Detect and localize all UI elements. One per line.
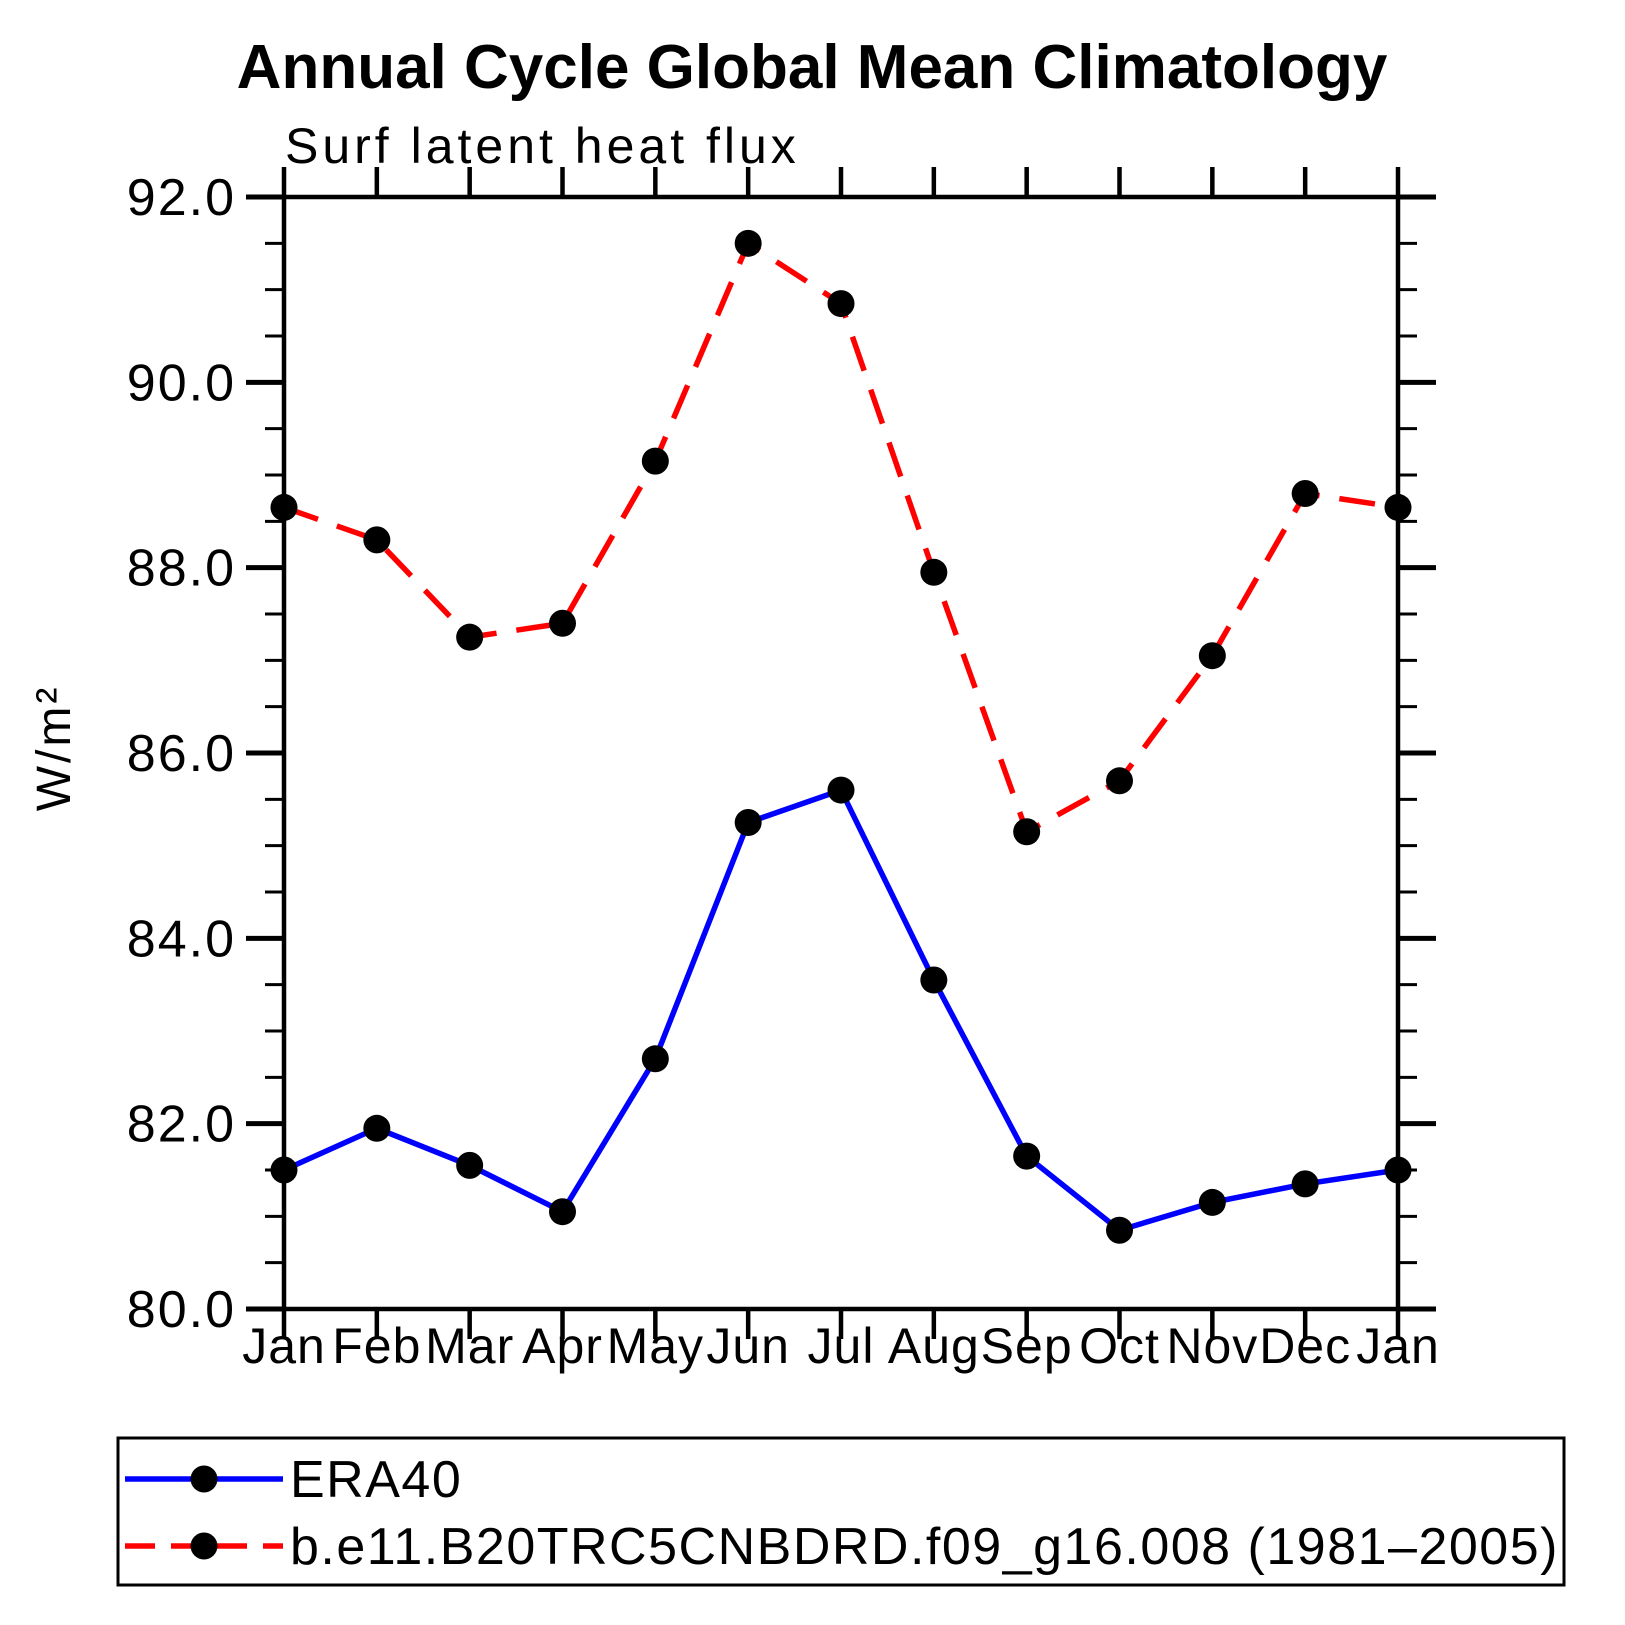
y-tick-label: 90.0 xyxy=(127,354,236,412)
series-layer xyxy=(270,229,1412,1244)
month-label: Dec xyxy=(1259,1318,1351,1374)
data-point-marker xyxy=(1013,818,1041,846)
y-tick-label: 80.0 xyxy=(127,1281,236,1339)
data-point-marker xyxy=(1198,1188,1226,1216)
data-point-marker xyxy=(270,1156,298,1184)
data-point-marker xyxy=(827,776,855,804)
month-label: Apr xyxy=(522,1318,603,1374)
month-label: Jan xyxy=(1356,1318,1440,1374)
x-axis-ticks: Jan Feb Mar Apr May Jun Jul Aug Sep Oct Nov Dec Jan xyxy=(242,167,1440,1374)
data-point-marker xyxy=(549,609,576,637)
data-point-marker xyxy=(1106,1216,1133,1244)
legend-label: ERA40 xyxy=(290,1451,462,1509)
data-point-marker xyxy=(641,447,669,475)
data-point-marker xyxy=(1291,1170,1319,1198)
month-label: Jan xyxy=(242,1318,326,1374)
data-point-marker xyxy=(920,558,948,586)
month-label: Jun xyxy=(706,1318,790,1374)
data-point-marker xyxy=(1106,767,1133,795)
y-tick-label: 84.0 xyxy=(127,910,236,968)
data-point-marker xyxy=(827,290,855,318)
month-label: Aug xyxy=(888,1318,980,1374)
data-point-marker xyxy=(363,526,391,554)
data-point-marker xyxy=(456,623,484,651)
data-point-marker xyxy=(734,809,762,836)
chart-title: Annual Cycle Global Mean Climatology xyxy=(237,33,1388,102)
month-label: Mar xyxy=(425,1318,514,1374)
legend-marker xyxy=(190,1532,218,1560)
legend: ERA40 b.e11.B20TRC5CNBDRD.f09_g16.008 (19… xyxy=(116,1436,1566,1587)
data-point-marker xyxy=(641,1045,669,1073)
y-tick-label: 82.0 xyxy=(127,1096,236,1154)
month-label: Jul xyxy=(808,1318,875,1374)
data-point-marker xyxy=(1291,480,1319,508)
data-point-marker xyxy=(734,229,762,257)
month-label: Nov xyxy=(1166,1318,1258,1374)
data-point-marker xyxy=(363,1114,391,1142)
y-tick-label: 86.0 xyxy=(127,725,236,783)
month-label: Oct xyxy=(1079,1318,1160,1374)
data-point-marker xyxy=(1384,1156,1412,1184)
legend-label: b.e11.B20TRC5CNBDRD.f09_g16.008 (1981–20… xyxy=(290,1518,1559,1576)
data-point-marker xyxy=(1384,493,1412,521)
chart-subtitle: Surf latent heat flux xyxy=(285,118,800,174)
month-label: Feb xyxy=(332,1318,421,1374)
plot-area-border xyxy=(281,194,1401,1312)
legend-marker xyxy=(190,1465,218,1493)
y-axis-ticks: 80.0 82.0 84.0 86.0 88.0 90.0 92.0 xyxy=(127,169,1436,1339)
data-point-marker xyxy=(549,1198,576,1226)
data-point-marker xyxy=(1013,1142,1041,1170)
legend-box xyxy=(116,1436,1566,1587)
data-point-marker xyxy=(920,966,948,994)
data-point-marker xyxy=(456,1151,484,1179)
month-label: May xyxy=(607,1318,704,1374)
month-label: Sep xyxy=(981,1318,1073,1374)
y-axis-label: W/m² xyxy=(28,685,81,812)
y-tick-label: 88.0 xyxy=(127,540,236,598)
data-point-marker xyxy=(1198,642,1226,670)
y-tick-label: 92.0 xyxy=(127,169,236,227)
data-point-marker xyxy=(270,493,298,521)
